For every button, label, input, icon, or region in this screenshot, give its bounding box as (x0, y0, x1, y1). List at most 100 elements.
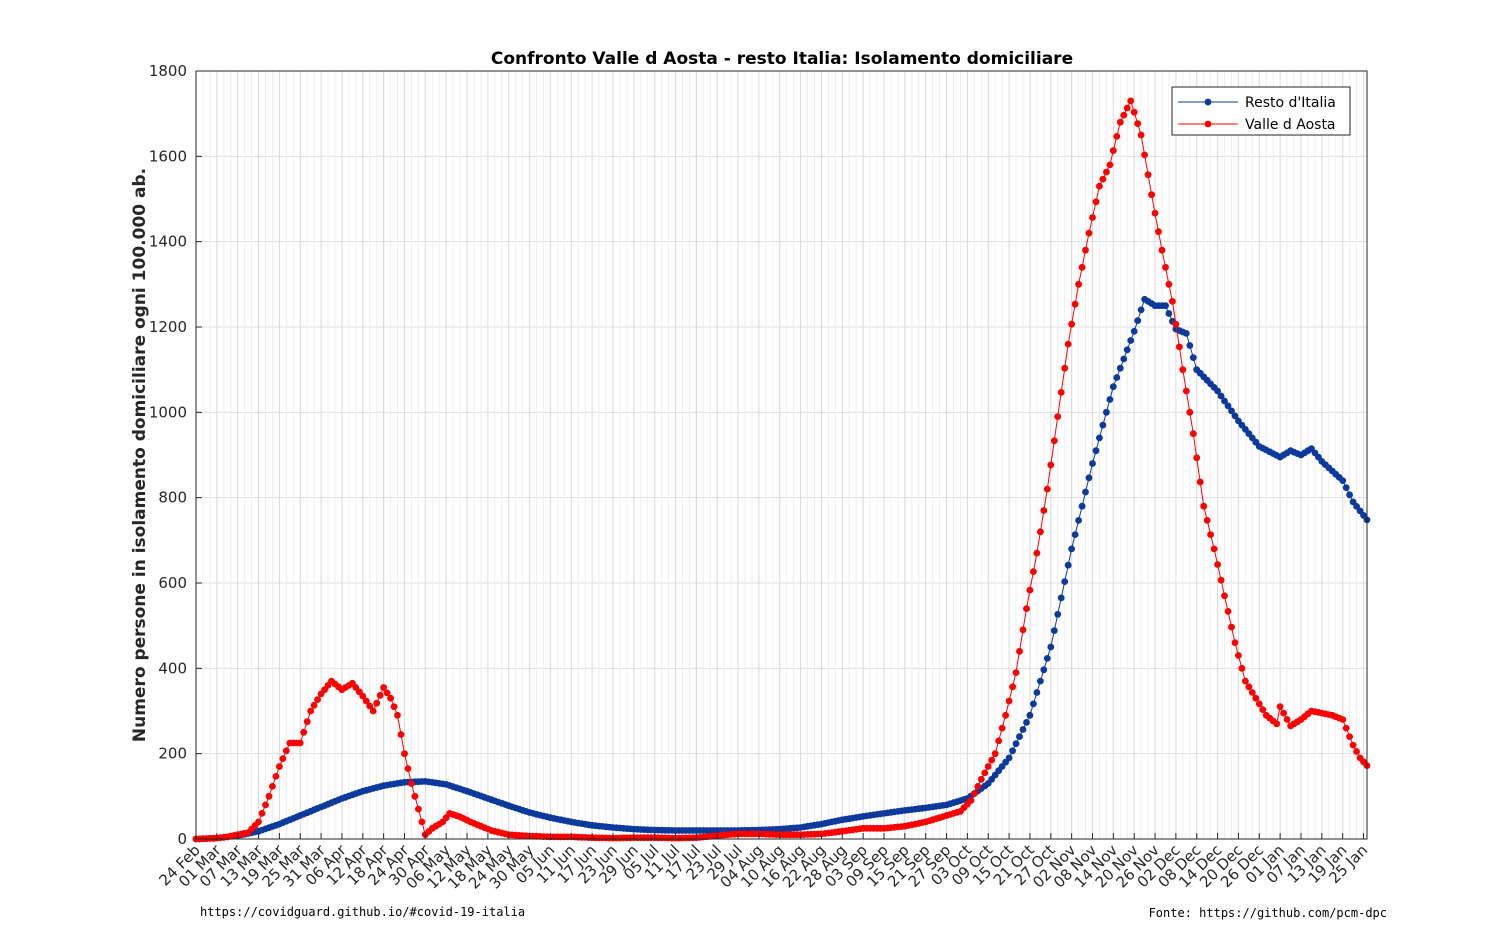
data-point (1085, 229, 1093, 237)
data-point (1189, 354, 1197, 361)
data-point (401, 750, 408, 758)
data-point (1092, 447, 1100, 455)
data-point (1148, 191, 1155, 199)
data-point (1030, 700, 1037, 708)
data-point (1109, 147, 1117, 155)
data-point (1092, 198, 1100, 206)
data-point (415, 805, 422, 813)
data-point (1050, 437, 1058, 445)
data-point (1113, 133, 1121, 140)
data-point (1026, 711, 1034, 719)
data-point (394, 711, 401, 719)
data-point (1162, 263, 1169, 271)
data-point (1071, 531, 1079, 538)
data-point (1005, 754, 1013, 762)
data-point (1217, 576, 1225, 584)
data-point (1061, 578, 1069, 585)
data-point (272, 773, 280, 780)
data-point (1186, 342, 1194, 349)
data-point (1207, 531, 1214, 538)
data-point (1096, 182, 1103, 190)
data-point (1064, 340, 1072, 348)
data-point (1040, 666, 1048, 674)
data-point (404, 765, 412, 772)
data-point (1224, 402, 1232, 410)
data-point (1120, 355, 1128, 363)
data-point (1203, 517, 1211, 524)
data-point (411, 792, 419, 800)
data-point (1043, 485, 1051, 493)
data-point (1016, 733, 1023, 740)
data-point (300, 728, 308, 736)
data-point (1200, 502, 1208, 510)
data-point (387, 694, 394, 702)
y-tick-label: 1600 (149, 147, 187, 165)
data-point (1064, 561, 1072, 569)
data-point (1141, 151, 1148, 159)
data-point (310, 701, 318, 709)
data-point (1339, 716, 1347, 723)
data-point (380, 684, 387, 691)
data-point (1068, 545, 1075, 553)
data-source-note: Fonte: https://github.com/pcm-dpc (1148, 906, 1387, 920)
data-point (1346, 733, 1353, 740)
chart-title: Confronto Valle d Aosta - resto Italia: … (491, 49, 1073, 69)
data-point (1231, 412, 1239, 420)
data-point (1342, 724, 1350, 732)
data-point (1009, 683, 1016, 691)
legend-marker (1204, 98, 1212, 106)
data-point (1214, 387, 1221, 395)
data-point (366, 702, 374, 710)
data-point (974, 783, 982, 790)
data-point (359, 692, 367, 700)
data-point (1162, 302, 1169, 310)
data-point (1158, 246, 1166, 254)
data-point (1165, 310, 1173, 317)
data-point (1002, 711, 1009, 719)
data-point (1339, 477, 1347, 484)
data-point (1026, 586, 1034, 594)
data-point (998, 724, 1006, 732)
data-point (1134, 120, 1142, 127)
data-point (1078, 502, 1086, 510)
data-point (1224, 608, 1232, 615)
data-point (1137, 306, 1145, 314)
y-tick-label: 600 (158, 574, 187, 592)
data-point (1071, 300, 1079, 308)
data-point (262, 801, 269, 809)
y-tick-label: 200 (158, 745, 187, 763)
data-point (1099, 421, 1107, 429)
y-tick-label: 400 (158, 659, 187, 677)
data-point (1103, 168, 1110, 176)
data-point (1130, 327, 1138, 335)
y-axis: 0 200 400 600 800 1000 1200 1400 1600 1800 (149, 62, 202, 848)
data-point (1189, 430, 1197, 438)
data-point (258, 810, 266, 817)
data-point (1123, 346, 1131, 354)
data-point (1127, 337, 1135, 344)
data-point (1054, 413, 1062, 420)
data-point (995, 737, 1003, 745)
data-point (1096, 434, 1103, 442)
data-point (1037, 677, 1044, 685)
data-point (390, 703, 398, 711)
legend: Resto d'Italia Valle d Aosta (1171, 86, 1351, 136)
data-point (1012, 669, 1020, 676)
data-point (1016, 647, 1023, 655)
data-point (1214, 561, 1221, 568)
data-point (1085, 474, 1093, 482)
data-point (418, 818, 426, 826)
data-point (1082, 488, 1089, 496)
data-point (1033, 689, 1041, 696)
data-point (991, 750, 999, 758)
data-point (1245, 683, 1253, 691)
data-point (307, 707, 315, 715)
data-point (1078, 263, 1086, 271)
data-point (373, 699, 381, 707)
y-axis-label: Numero persone in isolamento domiciliare… (130, 168, 150, 742)
y-tick-label: 800 (158, 489, 187, 507)
data-point (1009, 747, 1016, 755)
data-point (1082, 246, 1089, 254)
data-point (376, 692, 384, 699)
data-point (314, 696, 321, 703)
